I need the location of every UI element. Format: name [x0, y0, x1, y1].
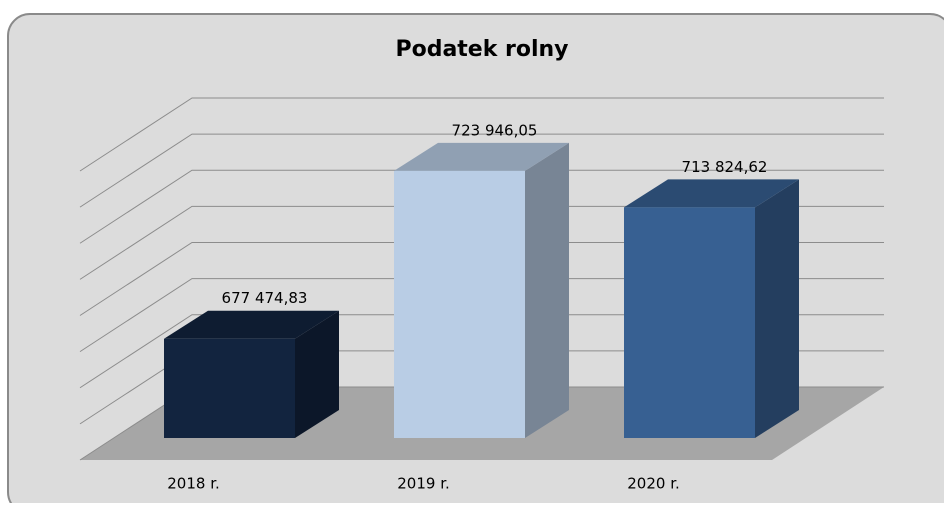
- bar-side: [525, 142, 569, 439]
- bar: [164, 310, 339, 438]
- bar-top: [624, 179, 799, 208]
- bar-front: [164, 338, 295, 438]
- bar: [394, 142, 569, 439]
- grid-line: [79, 133, 884, 208]
- x-tick-label: 2018 r.: [167, 475, 220, 493]
- bar: [624, 179, 799, 438]
- bar-top: [394, 142, 569, 171]
- data-label: 723 946,05: [452, 121, 538, 139]
- bar-side: [755, 179, 799, 438]
- chart-title: Podatek rolny: [395, 37, 568, 62]
- x-tick-label: 2019 r.: [397, 475, 450, 493]
- grid-line: [79, 169, 884, 244]
- bar-front: [624, 207, 755, 438]
- bar-top: [164, 310, 339, 339]
- x-tick-label: 2020 r.: [627, 475, 680, 493]
- bar-front: [394, 170, 525, 439]
- bar-side: [295, 310, 339, 438]
- grid-line: [79, 97, 884, 172]
- data-label: 713 824,62: [682, 158, 768, 176]
- data-label: 677 474,83: [222, 289, 308, 307]
